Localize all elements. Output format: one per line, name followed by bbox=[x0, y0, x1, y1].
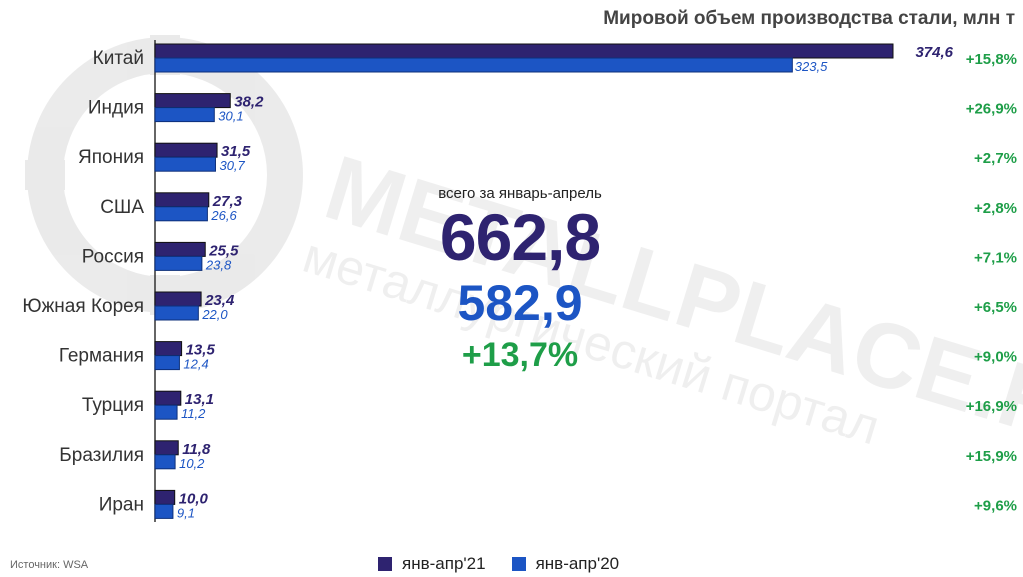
change-label: +2,7% bbox=[974, 150, 1017, 167]
legend-label-2021: янв-апр'21 bbox=[402, 554, 486, 573]
change-label: +6,5% bbox=[974, 299, 1017, 316]
totals-block: всего за январь-апрель 662,8 582,9 +13,7… bbox=[400, 185, 640, 372]
change-label: +9,0% bbox=[974, 349, 1017, 366]
change-label: +9,6% bbox=[974, 497, 1017, 514]
bar-2021 bbox=[154, 241, 206, 257]
category-label: Южная Корея bbox=[22, 296, 144, 317]
change-label: +16,9% bbox=[966, 398, 1017, 415]
legend-swatch-2021 bbox=[378, 557, 392, 571]
bar-2021 bbox=[154, 440, 179, 456]
category-label: Германия bbox=[59, 346, 144, 367]
bar-2020 bbox=[154, 255, 203, 271]
bar-2021 bbox=[154, 142, 218, 158]
total-2020: 582,9 bbox=[457, 275, 583, 331]
bar-2020 bbox=[154, 404, 178, 420]
category-label: Япония bbox=[78, 147, 144, 168]
bar-2021 bbox=[154, 341, 183, 357]
value-label-2021: 13,1 bbox=[185, 391, 214, 408]
bar-2020 bbox=[154, 355, 180, 371]
bar-2021 bbox=[154, 489, 176, 505]
bar-2020 bbox=[154, 305, 199, 321]
value-label-2021: 27,3 bbox=[212, 193, 243, 210]
bar-2020 bbox=[154, 156, 216, 172]
value-label-2021: 25,5 bbox=[208, 242, 239, 259]
value-label-2020: 10,2 bbox=[179, 456, 205, 471]
value-label-2020: 30,1 bbox=[218, 109, 243, 124]
total-change: +13,7% bbox=[461, 336, 579, 374]
value-label-2020: 22,0 bbox=[201, 307, 228, 322]
value-label-2021: 10,0 bbox=[179, 490, 209, 507]
change-label: +7,1% bbox=[974, 249, 1017, 266]
bar-2021 bbox=[154, 93, 231, 109]
bar-2020 bbox=[154, 454, 176, 470]
source-note: Источник: WSA bbox=[10, 559, 89, 571]
value-label-2020: 26,6 bbox=[210, 208, 237, 223]
category-label: Иран bbox=[99, 494, 144, 515]
category-label: Индия bbox=[88, 98, 144, 119]
value-label-2020: 30,7 bbox=[219, 158, 245, 173]
change-label: +15,9% bbox=[966, 448, 1017, 465]
value-label-2020: 23,8 bbox=[205, 257, 232, 272]
bar-2020 bbox=[154, 206, 208, 222]
category-label: США bbox=[100, 197, 144, 218]
bar-2021 bbox=[154, 43, 894, 59]
change-label: +26,9% bbox=[966, 101, 1017, 118]
total-2021: 662,8 bbox=[439, 200, 601, 274]
legend: янв-апр'21 янв-апр'20 bbox=[378, 554, 635, 574]
category-label: Турция bbox=[82, 395, 144, 416]
value-label-2021: 38,2 bbox=[234, 94, 264, 111]
value-label-2020: 9,1 bbox=[177, 505, 195, 520]
bar-2020 bbox=[154, 107, 215, 123]
legend-swatch-2020 bbox=[511, 557, 526, 571]
bar-2021 bbox=[154, 390, 182, 406]
category-label: Китай bbox=[93, 48, 144, 69]
bar-2020 bbox=[154, 57, 793, 73]
bar-2020 bbox=[154, 503, 174, 519]
category-label: Россия bbox=[82, 246, 144, 267]
change-label: +2,8% bbox=[974, 200, 1017, 217]
value-label-2021: 11,8 bbox=[182, 441, 211, 458]
chart-title: Мировой объем производства стали, млн т bbox=[603, 8, 1015, 29]
value-label-2020: 323,5 bbox=[795, 59, 828, 74]
bar-2021 bbox=[154, 192, 210, 208]
value-label-2020: 11,2 bbox=[181, 406, 206, 421]
change-label: +15,8% bbox=[966, 51, 1017, 68]
value-label-2021: 374,6 bbox=[915, 44, 953, 61]
legend-item-2020: янв-апр'20 bbox=[511, 554, 620, 574]
value-label-2021: 31,5 bbox=[221, 143, 251, 160]
value-label-2020: 12,4 bbox=[183, 357, 208, 372]
category-label: Бразилия bbox=[59, 445, 144, 466]
totals-caption: всего за январь-апрель bbox=[438, 185, 602, 202]
bar-2021 bbox=[154, 291, 202, 307]
legend-label-2020: янв-апр'20 bbox=[535, 554, 620, 573]
legend-item-2021: янв-апр'21 bbox=[378, 554, 486, 574]
value-label-2021: 13,5 bbox=[186, 342, 216, 359]
value-label-2021: 23,4 bbox=[204, 292, 235, 309]
